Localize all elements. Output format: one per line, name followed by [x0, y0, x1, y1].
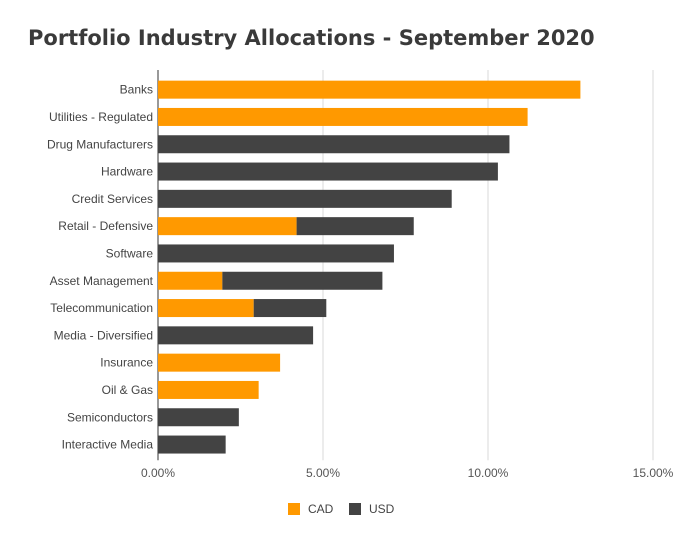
category-label: Drug Manufacturers — [47, 137, 153, 151]
bar-cad — [158, 271, 223, 290]
chart-title: Portfolio Industry Allocations - Septemb… — [28, 26, 595, 50]
category-label: Hardware — [101, 165, 153, 179]
category-label: Utilities - Regulated — [49, 110, 153, 124]
category-label: Banks — [120, 83, 153, 97]
bar-usd — [158, 189, 452, 208]
category-label: Software — [106, 246, 154, 260]
bar-usd — [296, 217, 414, 236]
legend-swatch-cad — [288, 503, 300, 515]
category-label: Retail - Defensive — [58, 219, 153, 233]
bar-cad — [158, 107, 528, 126]
bar-usd — [158, 135, 510, 154]
category-label: Telecommunication — [50, 301, 153, 315]
legend-label-cad: CAD — [308, 502, 334, 516]
legend-label-usd: USD — [369, 502, 395, 516]
bars — [158, 80, 581, 454]
bar-cad — [158, 353, 281, 372]
bar-usd — [253, 299, 327, 318]
bar-usd — [158, 435, 226, 454]
x-tick-label: 0.00% — [141, 466, 175, 480]
bar-cad — [158, 380, 259, 399]
bar-cad — [158, 217, 297, 236]
legend: CAD USD — [288, 502, 395, 516]
bar-cad — [158, 299, 254, 318]
category-label: Oil & Gas — [102, 383, 153, 397]
category-label: Semiconductors — [67, 410, 153, 424]
bar-usd — [158, 408, 239, 427]
category-label: Interactive Media — [62, 438, 154, 452]
bar-usd — [158, 162, 498, 181]
legend-swatch-usd — [349, 503, 361, 515]
category-label: Media - Diversified — [54, 328, 153, 342]
category-labels: Banks Utilities - Regulated Drug Manufactu… — [47, 83, 154, 452]
bar-usd — [158, 244, 394, 263]
gridlines — [157, 70, 654, 461]
category-label: Asset Management — [50, 274, 154, 288]
bar-usd — [222, 271, 383, 290]
x-tick-label: 5.00% — [306, 466, 340, 480]
x-tick-label: 15.00% — [633, 466, 674, 480]
category-label: Credit Services — [72, 192, 153, 206]
x-axis-ticks: 0.00% 5.00% 10.00% 15.00% — [141, 466, 674, 480]
bar-usd — [158, 326, 314, 345]
category-label: Insurance — [100, 356, 153, 370]
bar-cad — [158, 80, 581, 99]
x-tick-label: 10.00% — [468, 466, 509, 480]
